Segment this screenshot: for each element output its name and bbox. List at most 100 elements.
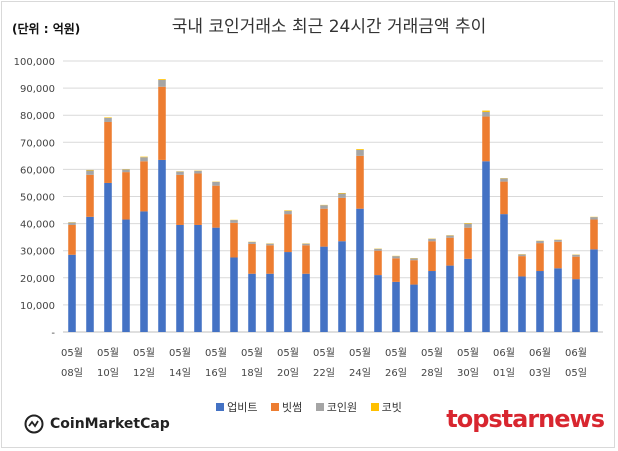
- legend-label-korbit: 코빗: [381, 401, 402, 414]
- bar-segment-korbit: [158, 79, 166, 80]
- bar-segment-bithumb: [320, 208, 328, 247]
- bar-segment-upbit: [212, 227, 220, 332]
- bar-segment-upbit: [356, 208, 364, 332]
- y-tick-label: 40,000: [20, 220, 55, 231]
- legend-item-bithumb: 빗썸: [271, 399, 302, 415]
- topstarnews-logo: topstarnews: [446, 405, 605, 433]
- bar-segment-coinone: [446, 235, 454, 238]
- bar-segment-bithumb: [212, 185, 220, 228]
- bar-segment-bithumb: [410, 260, 418, 285]
- bar-segment-bithumb: [248, 243, 256, 274]
- bar-segment-korbit: [104, 117, 112, 118]
- bar-segment-coinone: [284, 210, 292, 215]
- bar-segment-upbit: [554, 268, 562, 332]
- bar-segment-upbit: [590, 249, 598, 332]
- bar-segment-coinone: [158, 79, 166, 87]
- x-tick-label-day: 24일: [349, 367, 371, 379]
- legend-item-korbit: 코빗: [370, 399, 402, 415]
- bar-segment-bithumb: [482, 116, 490, 162]
- bar-segment-upbit: [392, 281, 400, 332]
- bar-segment-upbit: [140, 211, 148, 332]
- x-tick-label-month: 05월: [313, 347, 335, 359]
- bar-segment-upbit: [248, 273, 256, 332]
- x-tick-label-month: 05월: [61, 347, 83, 359]
- bar-segment-upbit: [194, 224, 202, 332]
- bar-segment-bithumb: [266, 245, 274, 274]
- y-axis-ticks: - 10,000 20,000 30,000 40,000 50,000 60,000 70,…: [14, 57, 56, 339]
- bar-segment-bithumb: [140, 161, 148, 212]
- bar-segment-bithumb: [428, 241, 436, 272]
- bar-segment-upbit: [302, 273, 310, 332]
- bar-segment-coinone: [86, 170, 94, 175]
- x-tick-label-day: 16일: [205, 367, 227, 379]
- bar-segment-coinone: [68, 222, 76, 225]
- bar-segment-bithumb: [104, 121, 112, 183]
- bar-segment-coinone: [410, 258, 418, 261]
- bar-segment-upbit: [464, 258, 472, 332]
- x-tick-label-month: 05월: [277, 347, 299, 359]
- bar-segment-bithumb: [554, 241, 562, 269]
- y-tick-label: 20,000: [20, 274, 55, 285]
- gridlines: [63, 60, 603, 333]
- bar-segment-upbit: [410, 284, 418, 332]
- bar-segment-coinone: [464, 223, 472, 228]
- bar-segment-upbit: [122, 219, 130, 332]
- coinmarketcap-logo: CoinMarketCap: [24, 414, 170, 434]
- bar-segment-bithumb: [392, 258, 400, 282]
- bar-segment-upbit: [518, 276, 526, 332]
- bar-segment-coinone: [176, 171, 184, 175]
- x-tick-label-day: 28일: [421, 367, 443, 379]
- bar-segment-coinone: [572, 254, 580, 257]
- bar-segment-upbit: [572, 279, 580, 332]
- x-tick-label-month: 06월: [493, 347, 515, 359]
- bars: [68, 79, 598, 332]
- bar-segment-bithumb: [500, 181, 508, 215]
- x-tick-label-month: 05월: [97, 347, 119, 359]
- bar-segment-bithumb: [374, 250, 382, 276]
- bar-segment-bithumb: [284, 214, 292, 253]
- y-tick-label: 50,000: [20, 193, 55, 204]
- bar-segment-bithumb: [194, 173, 202, 225]
- x-tick-label-day: 18일: [241, 367, 263, 379]
- legend-label-upbit: 업비트: [227, 401, 258, 414]
- bar-segment-coinone: [266, 243, 274, 246]
- bar-segment-bithumb: [464, 227, 472, 259]
- y-tick-label: -: [51, 328, 55, 339]
- coinmarketcap-icon: [24, 414, 44, 434]
- bar-segment-upbit: [500, 214, 508, 332]
- y-tick-label: 60,000: [20, 165, 55, 176]
- x-tick-label-day: 01일: [493, 367, 515, 379]
- bar-segment-coinone: [356, 149, 364, 156]
- bar-segment-coinone: [536, 240, 544, 244]
- legend-swatch-bithumb: [271, 403, 279, 411]
- bar-segment-coinone: [392, 256, 400, 259]
- x-tick-label-day: 26일: [385, 367, 407, 379]
- bar-segment-coinone: [338, 193, 346, 198]
- legend-swatch-upbit: [216, 403, 225, 411]
- y-tick-label: 80,000: [20, 111, 55, 122]
- bar-segment-upbit: [446, 265, 454, 332]
- legend-item-coinone: 코인원: [315, 399, 357, 415]
- legend-label-bithumb: 빗썸: [282, 401, 303, 414]
- bar-segment-coinone: [302, 243, 310, 246]
- bar-segment-bithumb: [356, 155, 364, 209]
- bar-segment-upbit: [374, 275, 382, 332]
- bar-segment-upbit: [176, 224, 184, 332]
- bar-segment-bithumb: [338, 197, 346, 242]
- bar-segment-upbit: [266, 273, 274, 332]
- y-tick-label: 100,000: [14, 57, 55, 68]
- chart-title: 국내 코인거래소 최근 24시간 거래금액 추이: [171, 17, 487, 37]
- x-tick-label-month: 05월: [205, 347, 227, 359]
- bar-segment-bithumb: [86, 174, 94, 217]
- bar-segment-korbit: [356, 149, 364, 150]
- bar-segment-bithumb: [446, 237, 454, 266]
- x-tick-label-day: 14일: [169, 367, 191, 379]
- x-axis-ticks: 05월 08일 05월 10일 05월 12일 05월 14일 05월 16일 05월 18일 05월 2…: [61, 347, 587, 379]
- bar-segment-bithumb: [590, 219, 598, 250]
- bar-segment-bithumb: [176, 174, 184, 225]
- bar-segment-coinone: [500, 178, 508, 182]
- bar-segment-coinone: [104, 117, 112, 122]
- bar-segment-coinone: [194, 170, 202, 174]
- bar-segment-bithumb: [572, 256, 580, 280]
